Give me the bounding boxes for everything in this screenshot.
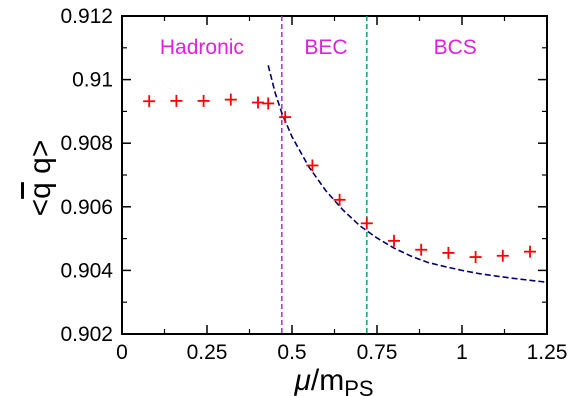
region-labels: Hadronic BEC BCS [160, 36, 477, 59]
data-point [469, 251, 482, 264]
data-point [197, 94, 210, 107]
y-axis-label-pre: < [24, 199, 57, 217]
fit-curve-layer [267, 65, 547, 283]
phase-boundaries [281, 16, 368, 334]
x-axis-label: μ/mPS [293, 364, 373, 396]
data-point [143, 95, 156, 108]
region-label: Hadronic [160, 36, 244, 59]
fit-curve [267, 65, 547, 283]
x-axis-label-mu: μ [293, 364, 310, 396]
data-points [143, 93, 536, 264]
y-tick-label: 0.908 [60, 132, 113, 155]
y-tick-label: 0.904 [60, 259, 113, 282]
y-tick-labels: 0.902 0.904 0.906 0.908 0.91 0.912 [60, 5, 113, 346]
data-point [415, 243, 428, 256]
x-axis-label-main: /m [311, 364, 344, 396]
data-point [262, 97, 275, 110]
data-point [333, 193, 346, 206]
y-axis-label-text: <q q> [24, 140, 57, 217]
data-point [170, 94, 183, 107]
data-point [388, 234, 400, 247]
axis-ticks [121, 15, 548, 335]
data-point [279, 111, 292, 124]
y-tick-label: 0.906 [60, 196, 113, 219]
data-point [442, 246, 455, 259]
data-point [360, 217, 373, 230]
x-tick-label: 0.75 [357, 341, 398, 364]
region-label: BEC [304, 36, 347, 59]
data-point [224, 93, 237, 106]
plot-frame [121, 15, 548, 335]
y-axis-label: <q q> [24, 140, 57, 217]
x-axis-label-sub: PS [344, 376, 373, 396]
x-tick-label: 1.25 [527, 341, 568, 364]
data-point [496, 249, 509, 262]
data-point [306, 159, 319, 172]
y-axis-label-qbar: q [24, 182, 57, 199]
x-tick-labels: 0 0.25 0.5 0.75 1 1.25 [116, 341, 567, 364]
x-tick-label: 0 [116, 341, 128, 364]
x-tick-label: 1 [456, 341, 468, 364]
y-axis-label-post: q> [24, 140, 57, 183]
y-tick-label: 0.91 [72, 69, 113, 92]
y-tick-label: 0.912 [60, 5, 113, 28]
data-point [252, 96, 264, 109]
region-label: BCS [434, 36, 477, 59]
y-tick-label: 0.902 [60, 323, 113, 346]
data-point [524, 245, 536, 258]
x-tick-label: 0.25 [187, 341, 228, 364]
x-tick-label: 0.5 [277, 341, 306, 364]
